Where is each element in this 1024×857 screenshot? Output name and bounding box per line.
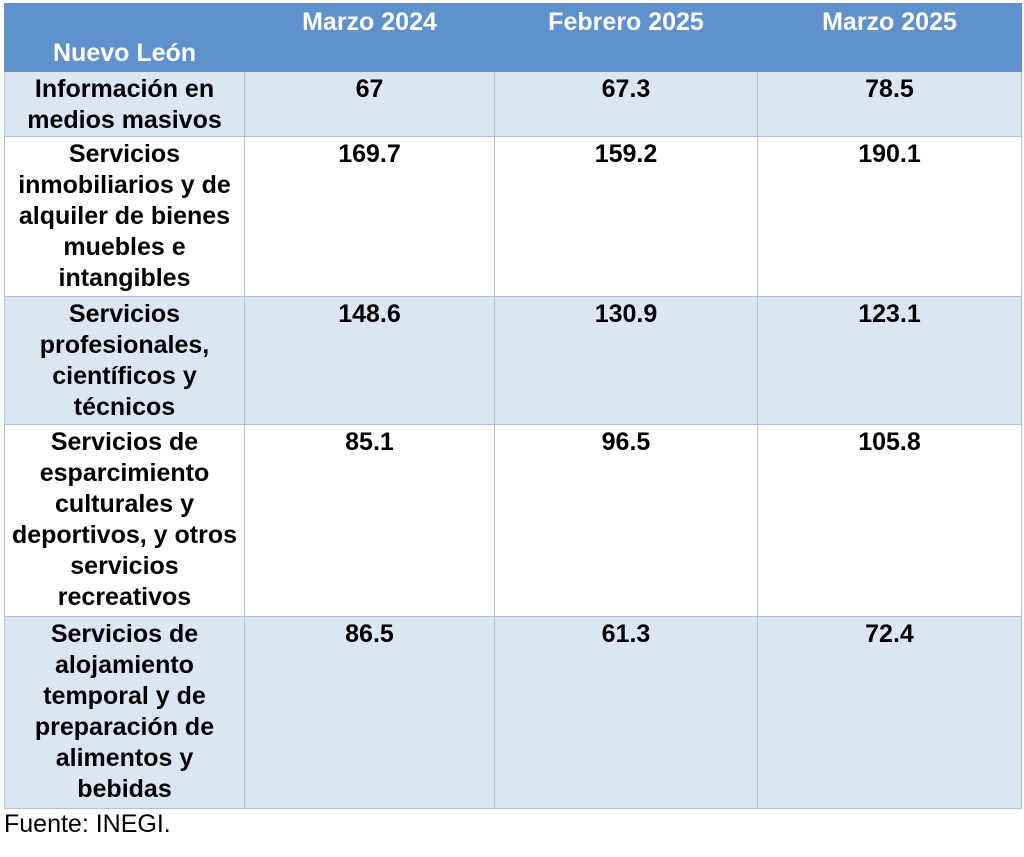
row-label: Servicios de alojamiento temporal y de p…	[4, 616, 245, 809]
header-row: Nuevo León Marzo 2024 Febrero 2025 Marzo…	[4, 3, 1022, 72]
table-row: Información en medios masivos 67 67.3 78…	[4, 71, 1022, 137]
table-row: Servicios de alojamiento temporal y de p…	[4, 616, 1022, 809]
row-label: Servicios de esparcimiento culturales y …	[4, 424, 245, 617]
table-header: Nuevo León Marzo 2024 Febrero 2025 Marzo…	[4, 3, 1022, 72]
cell-value: 130.9	[494, 296, 758, 425]
cell-value: 96.5	[494, 424, 758, 617]
cell-value: 85.1	[244, 424, 495, 617]
cell-value: 190.1	[757, 136, 1022, 297]
table-body: Información en medios masivos 67 67.3 78…	[4, 71, 1022, 809]
row-label: Servicios profesionales, científicos y t…	[4, 296, 245, 425]
cell-value: 169.7	[244, 136, 495, 297]
table-row: Servicios inmobiliarios y de alquiler de…	[4, 136, 1022, 297]
cell-value: 67	[244, 71, 495, 137]
data-table: Nuevo León Marzo 2024 Febrero 2025 Marzo…	[4, 3, 1022, 809]
cell-value: 123.1	[757, 296, 1022, 425]
column-header-marzo-2024: Marzo 2024	[244, 3, 495, 72]
cell-value: 72.4	[757, 616, 1022, 809]
cell-value: 148.6	[244, 296, 495, 425]
cell-value: 78.5	[757, 71, 1022, 137]
cell-value: 86.5	[244, 616, 495, 809]
table-row: Servicios profesionales, científicos y t…	[4, 296, 1022, 425]
column-header-febrero-2025: Febrero 2025	[494, 3, 758, 72]
column-header-marzo-2025: Marzo 2025	[757, 3, 1022, 72]
cell-value: 67.3	[494, 71, 758, 137]
row-label: Información en medios masivos	[4, 71, 245, 137]
cell-value: 105.8	[757, 424, 1022, 617]
cell-value: 61.3	[494, 616, 758, 809]
source-note: Fuente: INEGI.	[4, 810, 171, 838]
row-label: Servicios inmobiliarios y de alquiler de…	[4, 136, 245, 297]
row-header-label: Nuevo León	[4, 3, 245, 72]
table-row: Servicios de esparcimiento culturales y …	[4, 424, 1022, 617]
cell-value: 159.2	[494, 136, 758, 297]
